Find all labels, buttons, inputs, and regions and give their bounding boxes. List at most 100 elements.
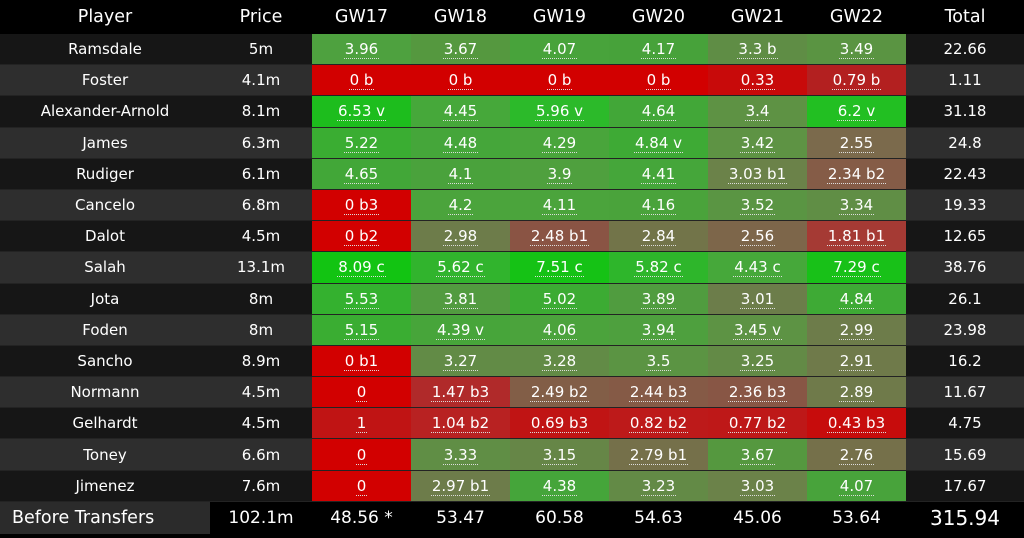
gw17-cell[interactable]: 0 b1 <box>312 345 411 378</box>
gw18-cell[interactable]: 2.98 <box>411 220 510 253</box>
gw17-cell[interactable]: 5.53 <box>312 283 411 315</box>
gw17-cell[interactable]: 5.15 <box>312 314 411 346</box>
player-name[interactable]: Cancelo <box>0 189 210 222</box>
gw18-cell[interactable]: 3.33 <box>411 438 510 471</box>
gw22-cell[interactable]: 4.07 <box>807 470 906 502</box>
gw22-cell[interactable]: 0.43 b3 <box>807 407 906 440</box>
gw22-cell[interactable]: 2.76 <box>807 438 906 471</box>
gw20-cell[interactable]: 3.23 <box>609 470 708 502</box>
gw20-cell[interactable]: 3.89 <box>609 283 708 315</box>
gw19-cell[interactable]: 4.29 <box>510 127 609 159</box>
header-gw20[interactable]: GW20 <box>609 0 708 34</box>
header-player[interactable]: Player <box>0 0 210 34</box>
gw18-cell[interactable]: 3.27 <box>411 345 510 378</box>
gw19-cell[interactable]: 0 b <box>510 64 609 97</box>
player-name[interactable]: James <box>0 127 210 159</box>
gw18-cell[interactable]: 1.47 b3 <box>411 376 510 409</box>
gw17-cell[interactable]: 8.09 c <box>312 251 411 284</box>
gw22-cell[interactable]: 3.49 <box>807 34 906 66</box>
header-gw17[interactable]: GW17 <box>312 0 411 34</box>
gw20-cell[interactable]: 4.17 <box>609 34 708 66</box>
header-price[interactable]: Price <box>210 0 312 34</box>
player-name[interactable]: Toney <box>0 438 210 471</box>
player-name[interactable]: Foden <box>0 314 210 346</box>
gw21-cell[interactable]: 3.42 <box>708 127 807 159</box>
gw18-cell[interactable]: 5.62 c <box>411 251 510 284</box>
header-gw21[interactable]: GW21 <box>708 0 807 34</box>
gw22-cell[interactable]: 2.91 <box>807 345 906 378</box>
gw22-cell[interactable]: 4.84 <box>807 283 906 315</box>
gw22-cell[interactable]: 2.89 <box>807 376 906 409</box>
gw22-cell[interactable]: 3.34 <box>807 189 906 222</box>
gw20-cell[interactable]: 2.79 b1 <box>609 438 708 471</box>
gw21-cell[interactable]: 3.45 v <box>708 314 807 346</box>
gw20-cell[interactable]: 2.84 <box>609 220 708 253</box>
gw20-cell[interactable]: 5.82 c <box>609 251 708 284</box>
header-gw18[interactable]: GW18 <box>411 0 510 34</box>
gw17-cell[interactable]: 0 <box>312 376 411 409</box>
gw17-cell[interactable]: 3.96 <box>312 34 411 66</box>
gw19-cell[interactable]: 3.9 <box>510 158 609 190</box>
gw18-cell[interactable]: 4.45 <box>411 95 510 128</box>
gw20-cell[interactable]: 4.64 <box>609 95 708 128</box>
gw19-cell[interactable]: 2.48 b1 <box>510 220 609 253</box>
gw18-cell[interactable]: 4.39 v <box>411 314 510 346</box>
header-gw22[interactable]: GW22 <box>807 0 906 34</box>
gw21-cell[interactable]: 3.3 b <box>708 34 807 66</box>
gw20-cell[interactable]: 0.82 b2 <box>609 407 708 440</box>
player-name[interactable]: Sancho <box>0 345 210 378</box>
gw22-cell[interactable]: 2.34 b2 <box>807 158 906 190</box>
header-gw19[interactable]: GW19 <box>510 0 609 34</box>
gw20-cell[interactable]: 3.5 <box>609 345 708 378</box>
gw19-cell[interactable]: 4.06 <box>510 314 609 346</box>
gw17-cell[interactable]: 5.22 <box>312 127 411 159</box>
player-name[interactable]: Jota <box>0 283 210 315</box>
player-name[interactable]: Rudiger <box>0 158 210 190</box>
gw21-cell[interactable]: 2.36 b3 <box>708 376 807 409</box>
player-name[interactable]: Jimenez <box>0 470 210 502</box>
gw22-cell[interactable]: 1.81 b1 <box>807 220 906 253</box>
gw21-cell[interactable]: 3.01 <box>708 283 807 315</box>
gw21-cell[interactable]: 3.25 <box>708 345 807 378</box>
player-name[interactable]: Dalot <box>0 220 210 253</box>
gw19-cell[interactable]: 7.51 c <box>510 251 609 284</box>
gw19-cell[interactable]: 3.28 <box>510 345 609 378</box>
gw22-cell[interactable]: 7.29 c <box>807 251 906 284</box>
gw18-cell[interactable]: 3.81 <box>411 283 510 315</box>
gw21-cell[interactable]: 3.03 <box>708 470 807 502</box>
gw20-cell[interactable]: 2.44 b3 <box>609 376 708 409</box>
player-name[interactable]: Gelhardt <box>0 407 210 440</box>
gw19-cell[interactable]: 4.38 <box>510 470 609 502</box>
gw18-cell[interactable]: 2.97 b1 <box>411 470 510 502</box>
header-total[interactable]: Total <box>906 0 1024 34</box>
gw18-cell[interactable]: 0 b <box>411 64 510 97</box>
player-name[interactable]: Salah <box>0 251 210 284</box>
gw21-cell[interactable]: 3.03 b1 <box>708 158 807 190</box>
gw19-cell[interactable]: 3.15 <box>510 438 609 471</box>
player-name[interactable]: Alexander-Arnold <box>0 95 210 128</box>
gw19-cell[interactable]: 2.49 b2 <box>510 376 609 409</box>
gw21-cell[interactable]: 3.67 <box>708 438 807 471</box>
gw19-cell[interactable]: 5.02 <box>510 283 609 315</box>
gw19-cell[interactable]: 4.07 <box>510 34 609 66</box>
gw17-cell[interactable]: 0 b3 <box>312 189 411 222</box>
gw20-cell[interactable]: 4.84 v <box>609 127 708 159</box>
gw18-cell[interactable]: 4.48 <box>411 127 510 159</box>
gw17-cell[interactable]: 1 <box>312 407 411 440</box>
gw21-cell[interactable]: 0.77 b2 <box>708 407 807 440</box>
gw21-cell[interactable]: 0.33 <box>708 64 807 97</box>
gw21-cell[interactable]: 2.56 <box>708 220 807 253</box>
gw22-cell[interactable]: 6.2 v <box>807 95 906 128</box>
gw17-cell[interactable]: 4.65 <box>312 158 411 190</box>
gw17-cell[interactable]: 0 <box>312 470 411 502</box>
gw18-cell[interactable]: 1.04 b2 <box>411 407 510 440</box>
gw20-cell[interactable]: 4.41 <box>609 158 708 190</box>
gw19-cell[interactable]: 4.11 <box>510 189 609 222</box>
gw19-cell[interactable]: 5.96 v <box>510 95 609 128</box>
gw22-cell[interactable]: 0.79 b <box>807 64 906 97</box>
gw17-cell[interactable]: 0 b2 <box>312 220 411 253</box>
gw18-cell[interactable]: 3.67 <box>411 34 510 66</box>
gw17-cell[interactable]: 0 <box>312 438 411 471</box>
gw20-cell[interactable]: 3.94 <box>609 314 708 346</box>
gw21-cell[interactable]: 3.4 <box>708 95 807 128</box>
